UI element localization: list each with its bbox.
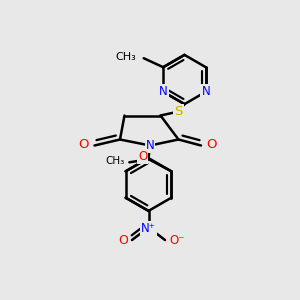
Text: O: O xyxy=(118,233,128,247)
Text: O⁻: O⁻ xyxy=(169,233,185,247)
Text: N⁺: N⁺ xyxy=(141,222,156,236)
Text: O: O xyxy=(138,150,147,163)
Text: N: N xyxy=(201,85,210,98)
Text: N: N xyxy=(146,139,154,152)
Text: CH₃: CH₃ xyxy=(106,156,125,166)
Text: O: O xyxy=(79,137,89,151)
Text: N: N xyxy=(159,85,168,98)
Text: CH₃: CH₃ xyxy=(116,52,136,62)
Text: O: O xyxy=(206,137,217,151)
Text: S: S xyxy=(174,105,183,118)
